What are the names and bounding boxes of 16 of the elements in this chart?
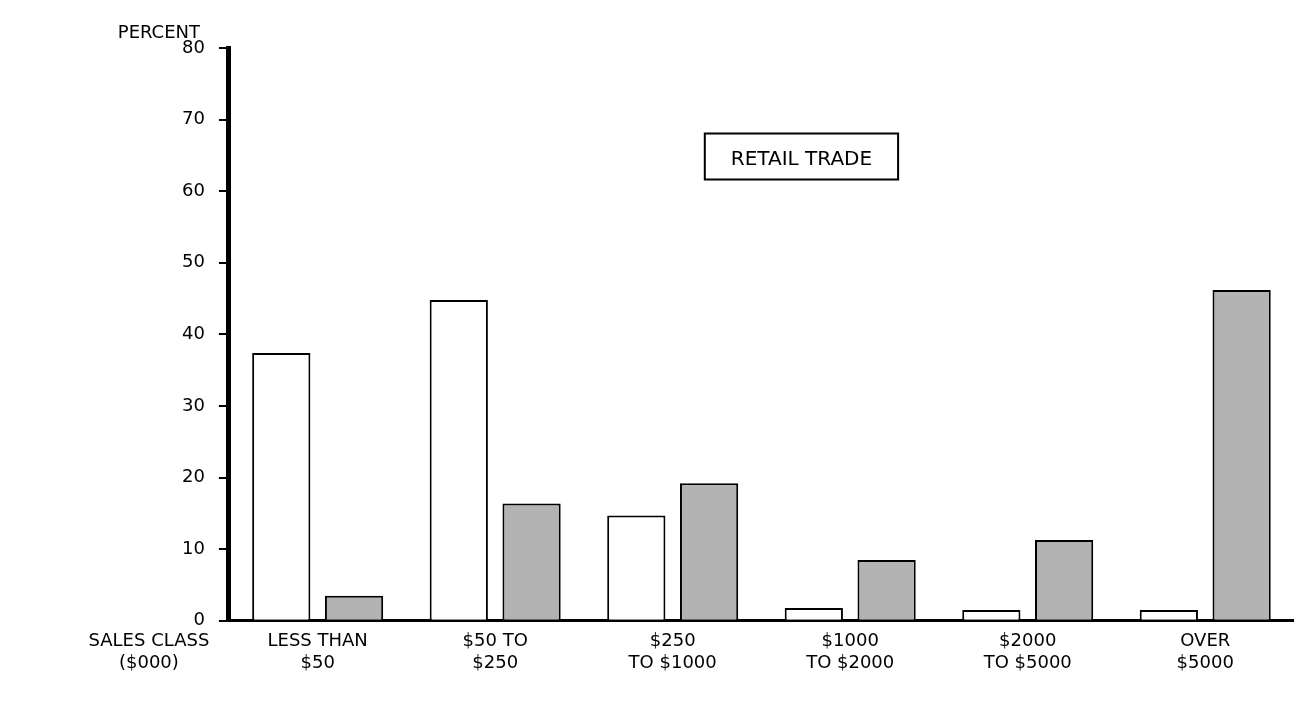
y-tick-label: 40: [182, 322, 205, 344]
text: RETAIL TRADE: [730, 145, 873, 170]
y-tick-label: 60: [182, 178, 205, 200]
x-tick-label: $250 TO $1000: [627, 629, 717, 672]
y-tick-label: 70: [182, 107, 205, 129]
x-tick-label: $2000 TO $5000: [982, 629, 1072, 672]
x-axis-title: SALES CLASS ($000): [88, 629, 210, 673]
y-tick-label: 50: [182, 250, 205, 272]
y-tick-label: 0: [193, 608, 205, 630]
y-tick-label: 30: [182, 393, 205, 415]
x-tick-label: $50 TO $250: [462, 629, 528, 672]
x-tick-label: OVER $5000: [1176, 629, 1234, 672]
y-tick-label: 20: [182, 465, 205, 487]
y-tick-label: 10: [182, 536, 205, 558]
x-tick-label: LESS THAN $50: [267, 629, 368, 672]
x-tick-label: $1000 TO $2000: [805, 629, 895, 672]
